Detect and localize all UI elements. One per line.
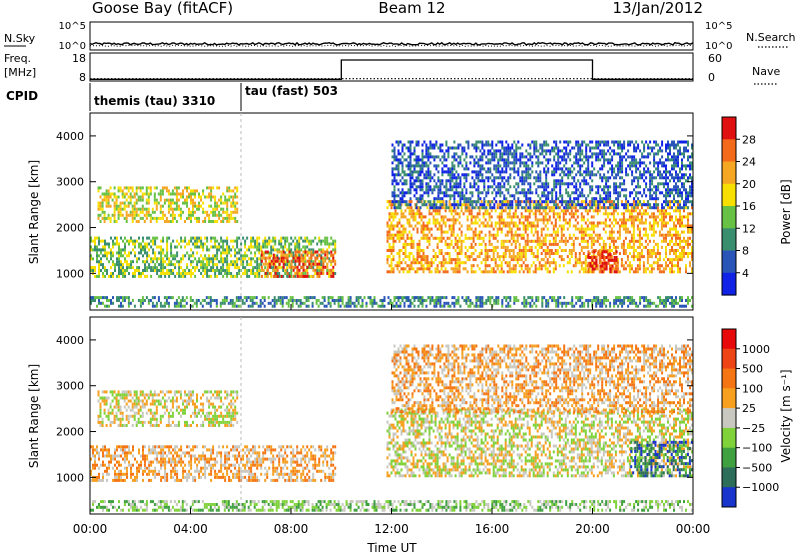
velocity-echoes [90, 344, 693, 512]
x-tick-label: 12:00 [374, 522, 409, 536]
power-panel: 1000 2000 3000 4000 Slant Range [km] 4 8 12 16… [27, 112, 793, 311]
echo-region [97, 186, 239, 223]
noise-frame [89, 21, 694, 51]
colorbar-tick-label: −100 [742, 442, 772, 455]
echo-region [630, 440, 693, 478]
noise-left-label: N.Sky [4, 32, 36, 45]
y-tick-label: 3000 [56, 176, 84, 189]
freq-frame [89, 52, 694, 82]
x-tick-label: 08:00 [274, 522, 309, 536]
velocity-panel: 1000 2000 3000 4000 00:00 04:00 08:00 12:00 16:… [27, 316, 793, 554]
echo-region [391, 344, 693, 414]
echo-region [90, 296, 693, 308]
cpid-label: CPID [6, 89, 38, 103]
colorbar-tick-label: −500 [742, 461, 772, 474]
nave-label: Nave [752, 65, 780, 78]
y-tick-label: 2000 [56, 222, 84, 235]
colorbar-tick-label: 8 [742, 245, 749, 258]
x-tick-label: 20:00 [575, 522, 610, 536]
colorbar-tick-label: 100 [742, 382, 763, 395]
x-tick-label: 00:00 [676, 522, 711, 536]
colorbar-tick-label: 12 [742, 222, 756, 235]
echo-region [90, 500, 693, 512]
freq-panel: Freq. [MHz] 18 8 60 0 Nave [4, 52, 780, 85]
nave-tick-top: 60 [708, 52, 722, 65]
freq-tick-top: 18 [72, 52, 86, 65]
x-tick-label: 00:00 [73, 522, 108, 536]
colorbar-tick-label: 16 [742, 200, 756, 213]
velocity-cbar-label: Velocity [m s⁻¹] [779, 369, 793, 462]
power-ylabel: Slant Range [km] [27, 160, 41, 264]
power-x-ticks [89, 304, 694, 310]
cpid-row: CPID themis (tau) 3310 tau (fast) 503 [6, 83, 338, 111]
freq-line [90, 59, 693, 80]
noise-series [89, 41, 694, 47]
echo-region [587, 250, 618, 274]
colorbar-tick-label: 28 [742, 133, 756, 146]
noise-series-0 [89, 41, 694, 46]
echo-region [90, 445, 337, 482]
nave-tick-bottom: 0 [708, 71, 715, 84]
power-cbar-label: Power [dB] [779, 179, 793, 244]
colorbar-tick-label: 1000 [742, 343, 770, 356]
velocity-ylabel: Slant Range [km] [27, 364, 41, 468]
power-echoes [90, 140, 693, 308]
noise-right-label: N.Search [746, 31, 796, 44]
beam-title: Beam 12 [378, 0, 445, 17]
station-title: Goose Bay (fitACF) [92, 0, 233, 17]
colorbar-tick-label: 20 [742, 178, 756, 191]
colorbar-tick-label: 4 [742, 267, 749, 280]
echo-region [386, 200, 693, 274]
y-tick-label: 4000 [56, 130, 84, 143]
noise-series-1 [89, 44, 694, 47]
y-tick-label: 3000 [56, 380, 84, 393]
freq-tick-bottom: 8 [79, 71, 86, 84]
noise-right-tick-top: 10^5 [705, 21, 732, 32]
x-axis-label: Time UT [366, 541, 417, 554]
echo-region [260, 250, 337, 278]
noise-left-tick-bottom: 10^0 [59, 41, 86, 52]
y-tick-label: 2000 [56, 426, 84, 439]
echo-region [391, 140, 693, 210]
date-title: 13/Jan/2012 [613, 0, 704, 17]
noise-panel: N.Sky 10^5 10^0 10^5 10^0 N.Search [4, 21, 796, 52]
freq-label-line2: [MHz] [4, 66, 36, 79]
velocity-x-axis: 00:00 04:00 08:00 12:00 16:00 20:00 00:00 [73, 508, 711, 536]
colorbar-tick-label: 24 [742, 156, 756, 169]
velocity-colorbar: 1000 500 100 25 −25 −100 −500 −1000 [721, 328, 779, 508]
x-tick-label: 04:00 [173, 522, 208, 536]
y-tick-label: 4000 [56, 334, 84, 347]
noise-left-tick-top: 10^5 [59, 21, 86, 32]
power-colorbar: 4 8 12 16 20 24 28 [721, 116, 756, 296]
noise-right-tick-bottom: 10^0 [705, 41, 732, 52]
y-tick-label: 1000 [56, 471, 84, 484]
velocity-y-axis: 1000 2000 3000 4000 [56, 334, 693, 484]
echo-region [97, 390, 239, 427]
cpid-segment-1: themis (tau) 3310 [94, 94, 215, 108]
x-tick-label: 16:00 [475, 522, 510, 536]
colorbar-tick-label: 25 [742, 402, 756, 415]
colorbar-tick-label: −25 [742, 422, 765, 435]
freq-series [90, 59, 693, 80]
freq-label-line1: Freq. [4, 52, 31, 65]
colorbar-tick-label: −1000 [742, 481, 779, 494]
power-y-axis: 1000 2000 3000 4000 [56, 130, 693, 280]
colorbar-tick-label: 500 [742, 363, 763, 376]
cpid-segment-2: tau (fast) 503 [245, 84, 338, 98]
y-tick-label: 1000 [56, 267, 84, 280]
